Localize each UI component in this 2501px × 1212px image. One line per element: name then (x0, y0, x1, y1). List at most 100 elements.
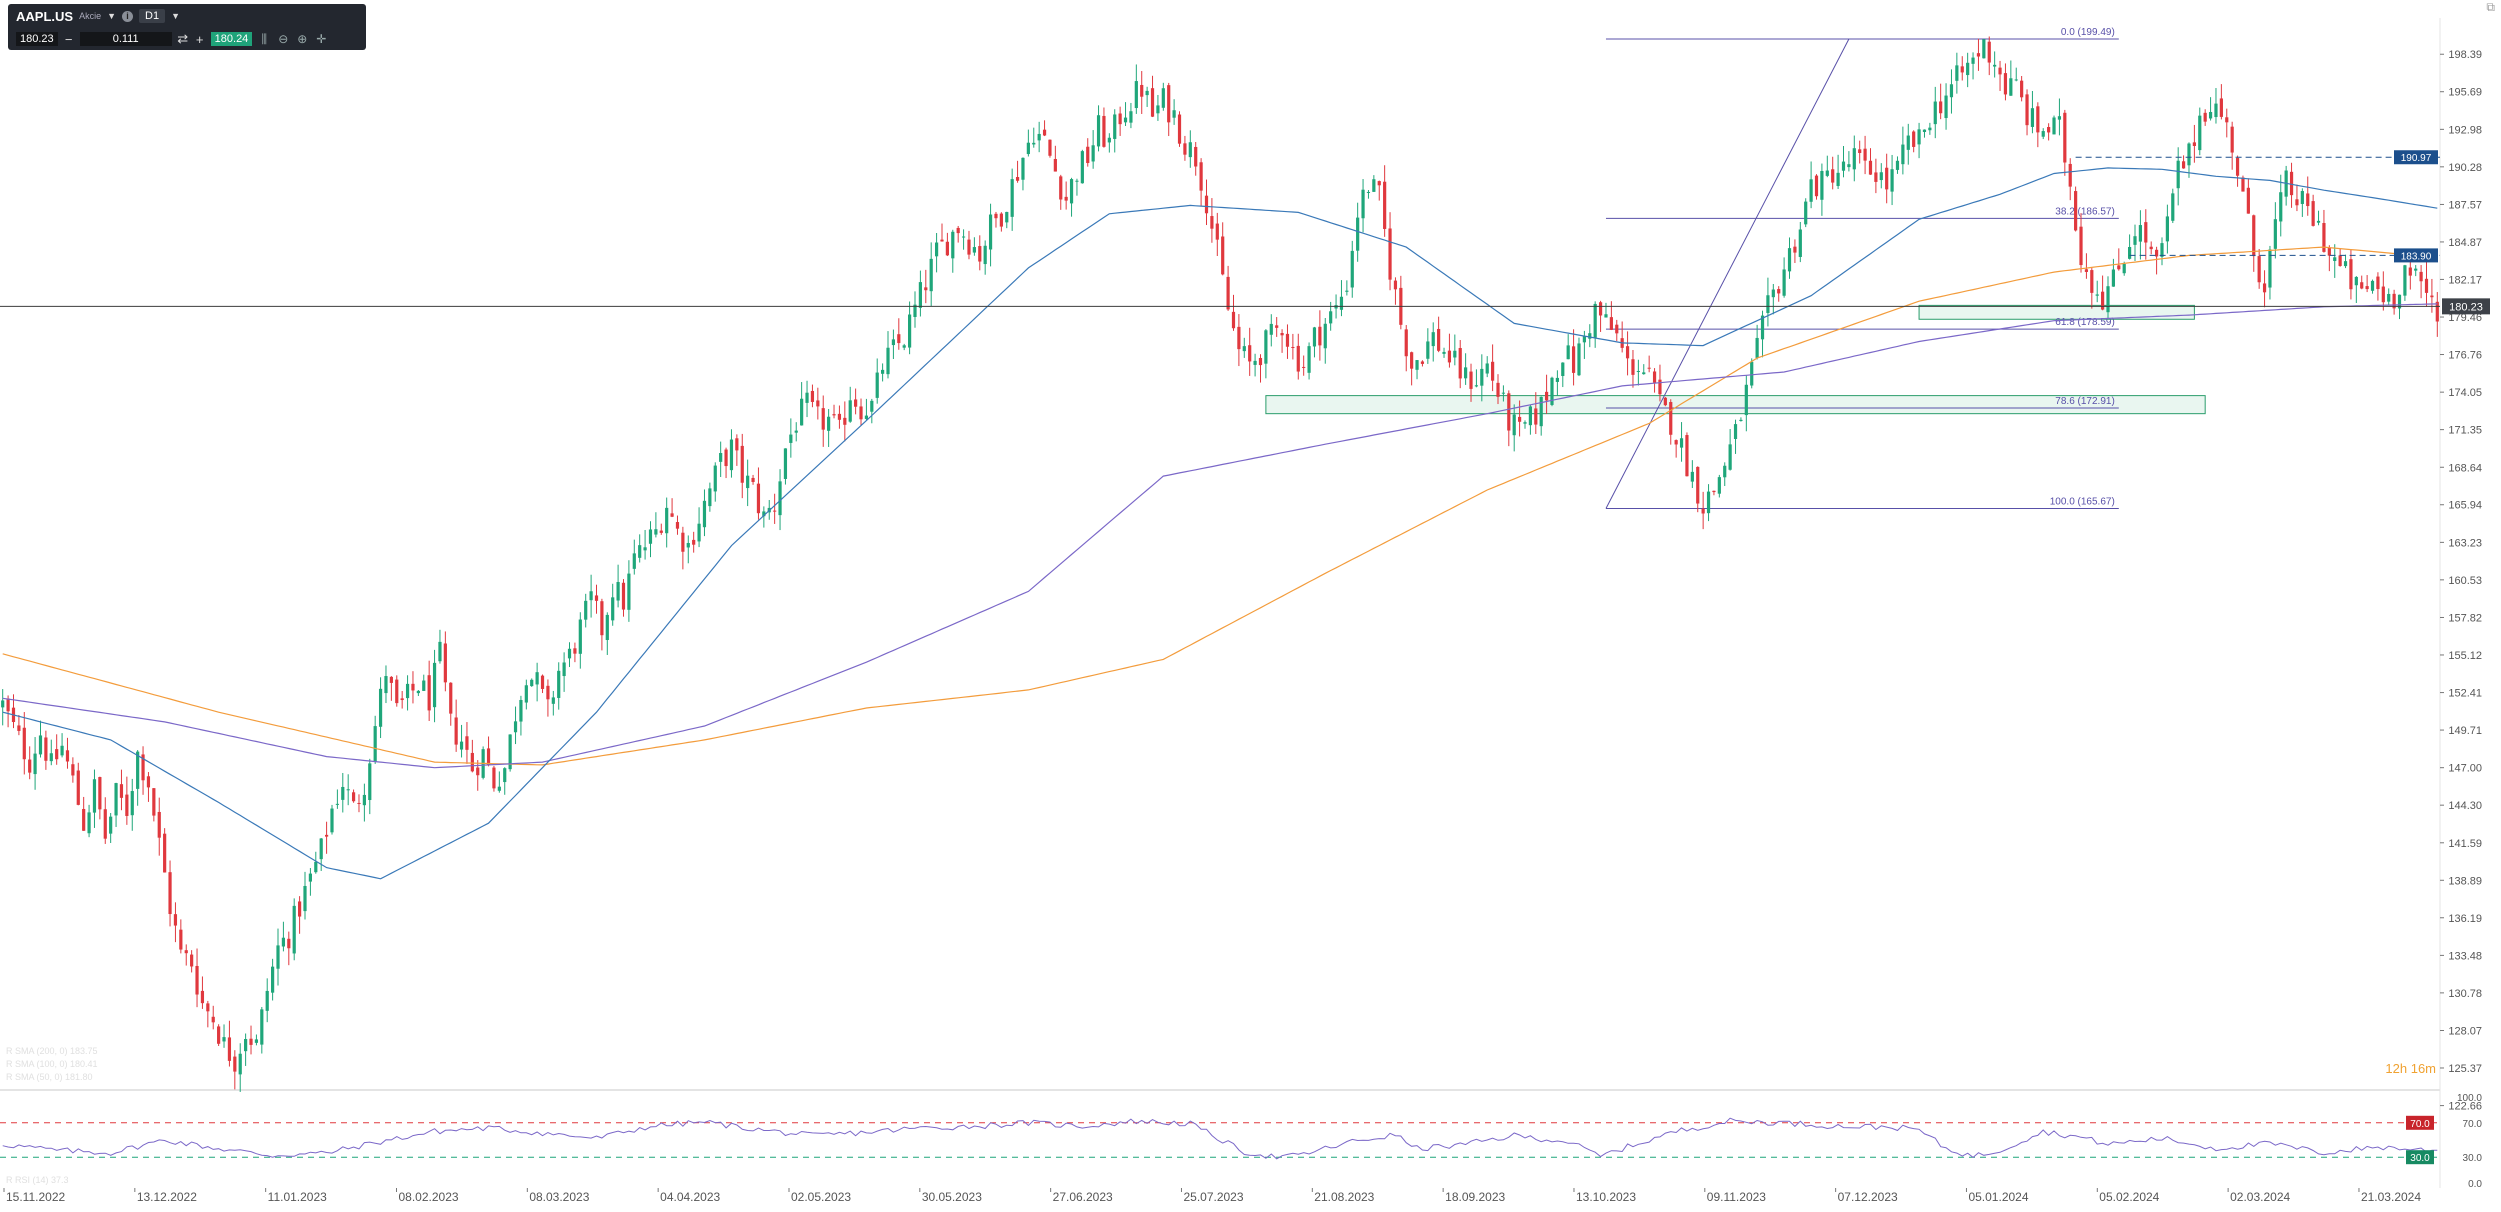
candle-body (2430, 295, 2434, 298)
candle-body (378, 688, 383, 727)
minus-icon[interactable]: − (64, 31, 73, 47)
candle-body (1480, 368, 1484, 386)
candle-body (2154, 249, 2159, 257)
candle-body (200, 990, 205, 1004)
candle-body (2187, 143, 2191, 166)
y-axis-label: 174.05 (2448, 387, 2482, 399)
sell-price-button[interactable]: 180.23 (16, 32, 58, 46)
candle-body (524, 685, 528, 703)
swap-icon[interactable]: ⇄ (177, 31, 189, 46)
candle-body (2084, 269, 2089, 272)
candle-body (49, 753, 53, 762)
candle-body (1469, 371, 1473, 389)
candle-body (1442, 351, 1446, 354)
candle-body (1221, 236, 1225, 275)
x-axis-label: 02.05.2023 (791, 1190, 851, 1204)
candle-body (1787, 248, 1792, 272)
y-axis-label: 141.59 (2448, 838, 2482, 850)
timeframe-dropdown-icon[interactable]: ▼ (171, 11, 180, 21)
crosshair-icon[interactable]: ✛ (316, 32, 327, 46)
candle-body (2376, 276, 2380, 290)
y-axis-label: 179.46 (2448, 312, 2482, 324)
symbol-name[interactable]: AAPL.US (16, 8, 74, 24)
candle-body (152, 788, 156, 816)
candle-body (654, 529, 658, 535)
candle-body (1361, 189, 1365, 219)
candle-body (184, 950, 188, 954)
x-axis-label: 09.11.2023 (1707, 1190, 1766, 1204)
candle-body (886, 347, 890, 375)
zoom-out-icon[interactable]: ⊖ (278, 32, 289, 46)
zoom-in-icon[interactable]: ⊕ (297, 32, 308, 46)
candle-body (1253, 360, 1257, 365)
candle-body (1383, 181, 1387, 229)
candle-body (1706, 491, 1711, 514)
info-icon[interactable]: i (122, 10, 133, 22)
candle-body (934, 242, 939, 257)
candle-body (249, 1038, 253, 1045)
candle-body (1539, 396, 1543, 427)
candle-body (2354, 276, 2358, 286)
candle-body (217, 1026, 221, 1044)
candle-body (870, 400, 874, 412)
candle-body (1874, 172, 1878, 182)
candle-body (1199, 162, 1203, 191)
window-restore-icon[interactable]: ⧉ (2486, 0, 2495, 14)
candle-body (2235, 157, 2240, 176)
candle-body (346, 789, 350, 791)
candle-body (2365, 286, 2369, 290)
candle-body (1329, 311, 1333, 324)
candle-body (1966, 62, 1970, 76)
rsi-oversold-tag (2406, 1150, 2434, 1165)
candle-body (1042, 129, 1047, 136)
candle-body (692, 539, 696, 545)
candle-body (891, 339, 896, 346)
bar-chart-icon[interactable]: ⫼ (261, 31, 268, 46)
candle-body (864, 415, 869, 419)
candle-body (1345, 290, 1349, 292)
candle-body (60, 745, 64, 756)
candle-body (357, 802, 361, 804)
candle-body (1010, 179, 1014, 217)
candle-body (2128, 246, 2132, 259)
candle-body (1366, 191, 1371, 193)
timeframe-select[interactable]: D1 (139, 9, 166, 23)
candle-body (1669, 402, 1673, 435)
candle-body (983, 245, 987, 265)
symbol-dropdown-icon[interactable]: ▼ (107, 11, 116, 21)
rsi-axis-label: 30.0 (2463, 1153, 2483, 1164)
candle-body (2257, 256, 2261, 283)
candle-body (1993, 64, 1997, 67)
candle-body (335, 803, 339, 805)
candle-body (1021, 157, 1025, 180)
candle-body (562, 662, 566, 677)
candle-body (2149, 246, 2153, 250)
candle-body (470, 752, 474, 772)
candle-body (2208, 111, 2213, 119)
plus-icon[interactable]: + (195, 31, 204, 47)
candle-body (265, 990, 269, 1011)
candle-body (254, 1039, 259, 1043)
candle-body (1901, 144, 1905, 165)
candle-body (497, 786, 501, 791)
candle-body (1091, 145, 1095, 162)
candle-body (2057, 116, 2062, 120)
candle-body (2311, 201, 2315, 226)
candle-body (1415, 360, 1419, 370)
candle-body (1372, 179, 1376, 192)
candle-body (2268, 249, 2272, 288)
candle-body (1798, 229, 1802, 257)
candle-body (589, 591, 593, 601)
candle-body (314, 861, 318, 873)
candle-body (1280, 333, 1284, 336)
candle-body (1107, 137, 1111, 143)
candle-body (1167, 85, 1171, 123)
volume-input[interactable]: 0.111 (79, 32, 172, 46)
candle-body (546, 685, 550, 700)
candle-body (1, 700, 5, 708)
candle-body (179, 929, 183, 950)
candle-body (1215, 223, 1219, 240)
candle-body (233, 1056, 237, 1072)
buy-price-button[interactable]: 180.24 (210, 32, 253, 46)
